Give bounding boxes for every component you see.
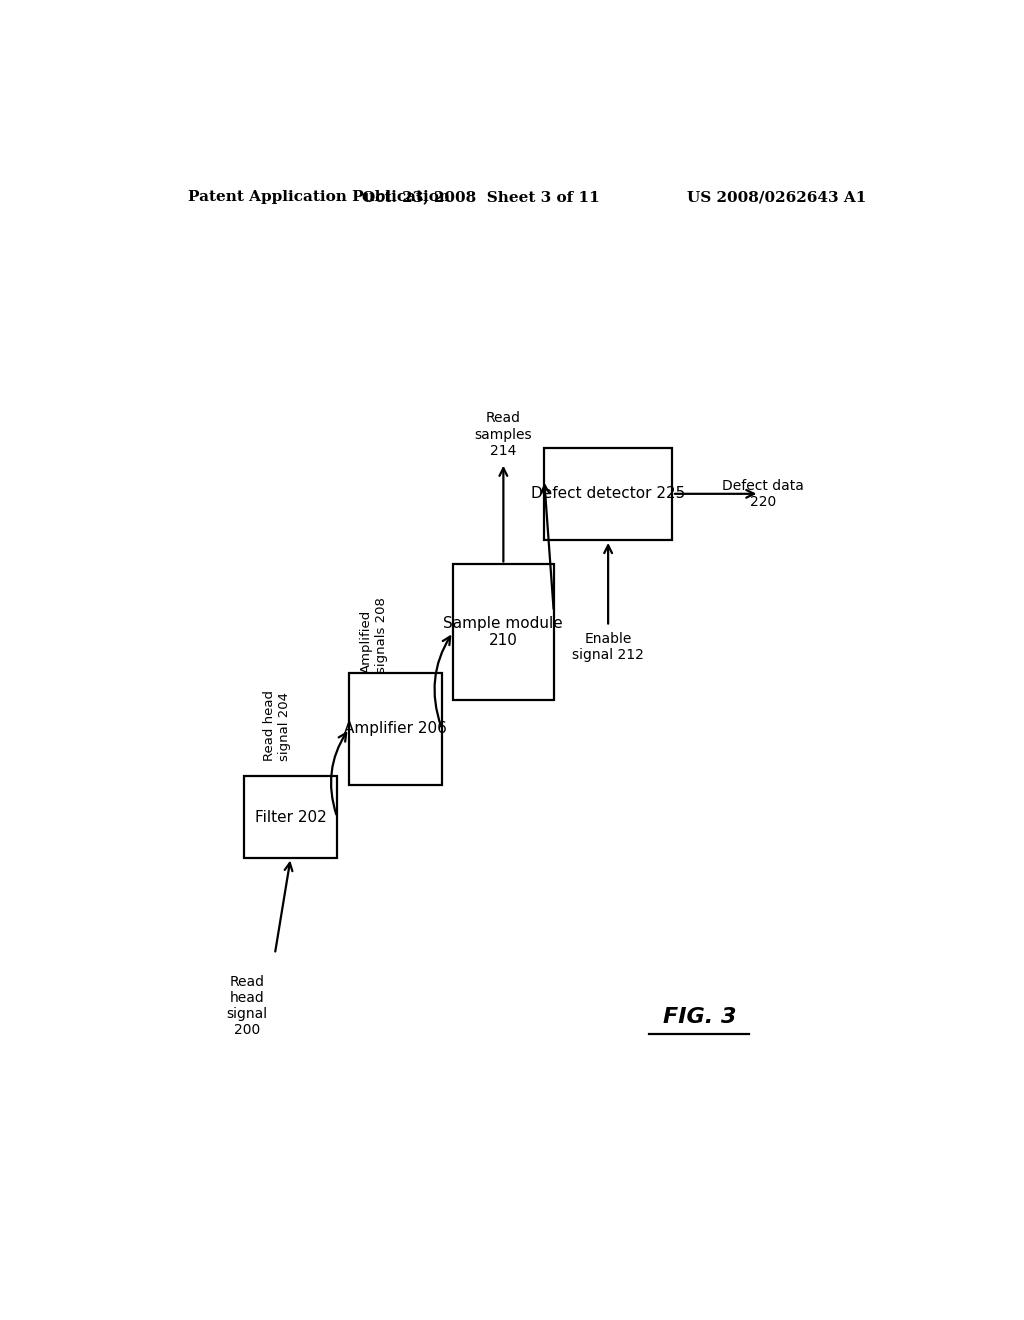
FancyBboxPatch shape — [245, 776, 337, 858]
Text: Read head
signal 204: Read head signal 204 — [263, 690, 291, 762]
Text: Read
head
signal
200: Read head signal 200 — [226, 974, 267, 1038]
Text: Sample module
210: Sample module 210 — [443, 616, 563, 648]
Text: Filter 202: Filter 202 — [255, 809, 327, 825]
FancyBboxPatch shape — [544, 447, 672, 540]
Text: Patent Application Publication: Patent Application Publication — [187, 190, 450, 205]
Text: Oct. 23, 2008  Sheet 3 of 11: Oct. 23, 2008 Sheet 3 of 11 — [362, 190, 600, 205]
Text: Read
samples
214: Read samples 214 — [474, 412, 532, 458]
Text: Enable
signal 212: Enable signal 212 — [572, 631, 644, 661]
FancyBboxPatch shape — [453, 565, 554, 700]
FancyBboxPatch shape — [349, 673, 442, 784]
Text: Amplifier 206: Amplifier 206 — [344, 721, 446, 737]
Text: Defect detector 225: Defect detector 225 — [531, 486, 685, 502]
Text: Amplified
signals 208: Amplified signals 208 — [359, 597, 388, 673]
Text: Defect data
220: Defect data 220 — [722, 479, 804, 510]
Text: FIG. 3: FIG. 3 — [663, 1007, 736, 1027]
Text: US 2008/0262643 A1: US 2008/0262643 A1 — [687, 190, 866, 205]
